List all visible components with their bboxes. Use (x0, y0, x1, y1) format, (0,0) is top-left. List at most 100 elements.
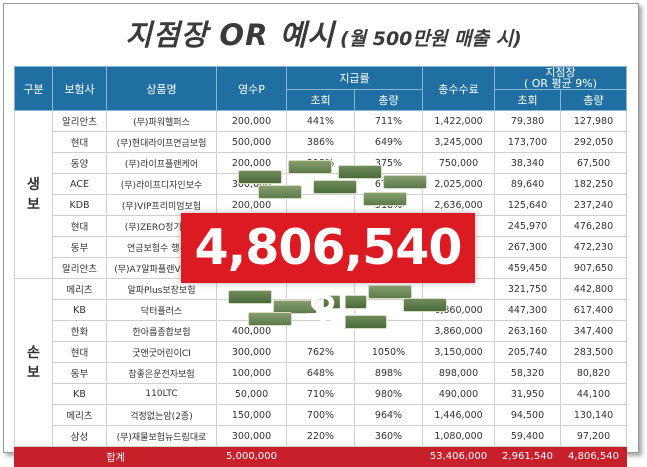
or-table: 구분 보험사 상품명 영수P 지급률 총수수료 지점장 ( OR 평균 9%) … (14, 66, 628, 467)
header-category: 구분 (14, 66, 53, 111)
cell-m-first: 459,450 (494, 257, 561, 279)
header-payment-rate: 지급률 (286, 66, 423, 90)
cell-first: 648% (286, 362, 355, 384)
money-stack-image (218, 150, 448, 335)
cell-total: 964% (354, 404, 423, 426)
cell-m-total: 80,820 (559, 362, 628, 384)
overlay-amount-banner: 4,806,540원 (181, 213, 475, 346)
cell-m-total: 283,500 (559, 341, 628, 363)
cell-m-first: 94,500 (494, 404, 561, 426)
header-manager-total: 총량 (559, 89, 628, 111)
table-row: KB 110LTC 50,000 710% 980% 490,000 31,950 44,10… (15, 383, 628, 405)
total-premium: 5,000,000 (216, 446, 287, 467)
cell-m-total: 476,280 (559, 215, 628, 237)
total-fee: 53,406,000 (422, 446, 495, 467)
cell-m-first: 79,380 (494, 110, 561, 132)
header-product: 상품명 (106, 66, 217, 111)
page-subtitle: (월 500만원 매출 시) (339, 28, 522, 50)
cell-product: (무)현대라이프연금보험 (106, 131, 217, 153)
cell-insurer: 메리츠 (52, 278, 107, 300)
cell-product: 한아름종합보험 (106, 320, 217, 342)
table-row: 한화 한아름종합보험 400,000 3,860,000 263,160 347,400 (15, 320, 628, 342)
total-row: 합계 5,000,000 53,406,000 2,961,540 4,806,… (14, 446, 628, 467)
cell-insurer: KB (52, 299, 107, 321)
cell-premium: 300,000 (216, 425, 287, 447)
cell-m-total: 237,240 (559, 194, 628, 216)
header-first: 초회 (286, 89, 355, 111)
cell-fee: 1,446,000 (422, 404, 495, 426)
cell-m-total: 442,800 (559, 278, 628, 300)
cell-total: 980% (354, 383, 423, 405)
table-row: 동부 참좋은운전자보험 100,000 648% 898% 898,000 58,320 80… (15, 362, 628, 384)
cell-total: 1050% (354, 341, 423, 363)
cell-m-first: 38,340 (494, 152, 561, 174)
cell-m-total: 617,400 (559, 299, 628, 321)
cell-product: 굿앤굿어린이CI (106, 341, 217, 363)
cell-m-total: 44,100 (559, 383, 628, 405)
title-bar: 지점장 OR 예시 (월 500만원 매출 시) (0, 12, 647, 54)
cell-m-total: 907,650 (559, 257, 628, 279)
cell-m-first: 59,400 (494, 425, 561, 447)
cell-insurer: KB (52, 383, 107, 405)
table-row: 삼성 (무)재물보험뉴드림대로 300,000 220% 360% 1,080,000 59… (15, 425, 628, 447)
total-manager-total: 4,806,540 (559, 446, 628, 467)
page-title: 지점장 OR 예시 (125, 18, 335, 52)
cell-premium: 50,000 (216, 383, 287, 405)
cell-m-first: 205,740 (494, 341, 561, 363)
cell-m-first: 31,950 (494, 383, 561, 405)
cell-fee: 1,422,000 (422, 110, 495, 132)
total-empty-total (354, 446, 423, 467)
cell-insurer: 현대 (52, 341, 107, 363)
cell-m-first: 89,640 (494, 173, 561, 195)
cell-product: (무)재물보험뉴드림대로 (106, 425, 217, 447)
cell-m-first: 125,640 (494, 194, 561, 216)
cell-first: 710% (286, 383, 355, 405)
cell-fee: 1,080,000 (422, 425, 495, 447)
cell-insurer: KDB (52, 194, 107, 216)
cell-product: (무)라이프플랜케어 (106, 152, 217, 174)
cell-total: 898% (354, 362, 423, 384)
cell-m-total: 67,500 (559, 152, 628, 174)
header-manager-sub: ( OR 평균 9%) (523, 77, 598, 90)
cell-m-first: 173,700 (494, 131, 561, 153)
cell-m-total: 292,050 (559, 131, 628, 153)
cell-premium: 200,000 (216, 110, 287, 132)
cell-m-first: 321,750 (494, 278, 561, 300)
cell-total: 711% (354, 110, 423, 132)
cell-product: (무)라이프디자인보수 (106, 173, 217, 195)
cell-insurer: 알리안츠 (52, 110, 107, 132)
total-empty-first (286, 446, 355, 467)
header-manager-first: 초회 (494, 89, 561, 111)
table-row: 현대굿앤굿어린이CI300,000762%1050%3,150,000205,7… (15, 341, 628, 363)
cell-m-first: 447,300 (494, 299, 561, 321)
table-row: 생 보 알리안츠 (무)파워헬퍼스 200,000 441% 711% 1,422,000 7… (14, 110, 628, 279)
total-label: 합계 (14, 446, 217, 467)
cell-m-first: 263,160 (494, 320, 561, 342)
header-total-fee: 총수수료 (422, 66, 495, 111)
cell-insurer: 삼성 (52, 425, 107, 447)
cell-fee: 898,000 (422, 362, 495, 384)
table-body: 생 보 알리안츠 (무)파워헬퍼스 200,000 441% 711% 1,422,000 7… (14, 110, 628, 447)
cell-product: 걱정없는암(2종) (106, 404, 217, 426)
group-label: 생 보 (14, 110, 53, 279)
cell-m-first: 267,300 (494, 236, 561, 258)
group-label: 손 보 (14, 278, 53, 447)
cell-fee: 3,150,000 (422, 341, 495, 363)
cell-m-total: 127,980 (559, 110, 628, 132)
cell-product: (무)파워헬퍼스 (106, 110, 217, 132)
cell-product: 참좋은운전자보험 (106, 362, 217, 384)
cell-product: 110LTC (106, 383, 217, 405)
cell-first: 220% (286, 425, 355, 447)
cell-m-first: 245,970 (494, 215, 561, 237)
cell-insurer: 동양 (52, 152, 107, 174)
header-total: 총량 (354, 89, 423, 111)
header-insurer: 보험사 (52, 66, 107, 111)
cell-premium: 300,000 (216, 341, 287, 363)
header-manager: 지점장 ( OR 평균 9%) (493, 66, 628, 90)
cell-m-total: 130,140 (559, 404, 628, 426)
header-manager-label: 지점장 (545, 66, 576, 79)
cell-insurer: 현대 (52, 215, 107, 237)
table-row: 메리츠 걱정없는암(2종) 150,000 700% 964% 1,446,000 94,5… (15, 404, 628, 426)
cell-m-total: 347,400 (559, 320, 628, 342)
cell-insurer: ACE (52, 173, 107, 195)
